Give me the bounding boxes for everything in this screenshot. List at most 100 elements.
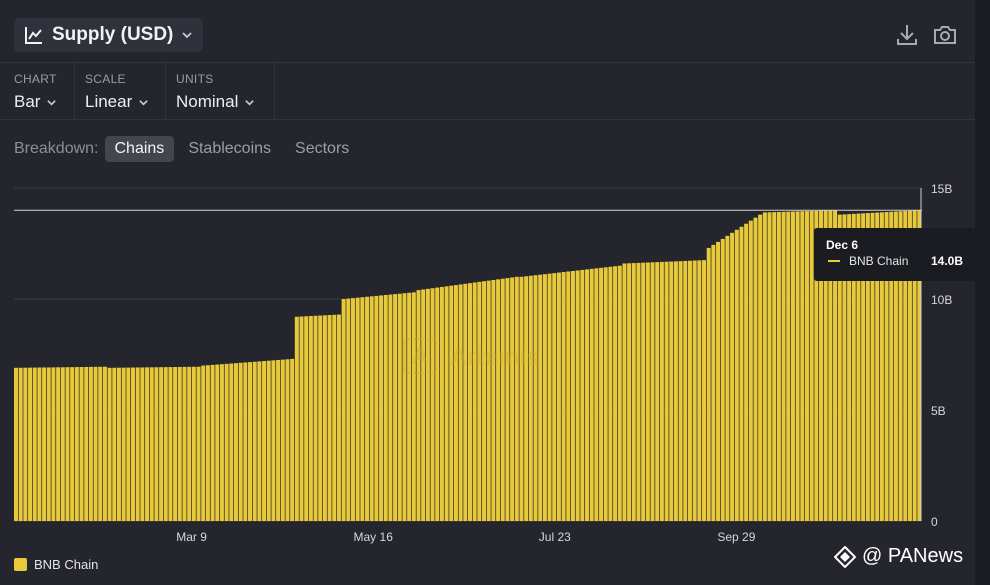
bar[interactable]	[599, 267, 604, 521]
bar[interactable]	[453, 285, 458, 521]
bar[interactable]	[762, 212, 767, 522]
bar[interactable]	[322, 315, 327, 521]
bar[interactable]	[177, 366, 182, 521]
bar[interactable]	[655, 262, 660, 521]
bar[interactable]	[786, 211, 791, 521]
bar[interactable]	[879, 212, 884, 521]
bar[interactable]	[627, 263, 632, 521]
bar[interactable]	[870, 212, 875, 521]
bar[interactable]	[229, 363, 234, 522]
bar[interactable]	[748, 220, 753, 521]
bar[interactable]	[561, 272, 566, 521]
bar[interactable]	[828, 210, 833, 521]
bar[interactable]	[875, 212, 880, 522]
bar[interactable]	[510, 277, 515, 521]
bar[interactable]	[32, 367, 37, 521]
bar[interactable]	[613, 266, 618, 521]
bar[interactable]	[388, 294, 393, 521]
chart-type-dropdown[interactable]: CHART Bar	[0, 63, 75, 119]
bar[interactable]	[865, 213, 870, 521]
bar[interactable]	[168, 367, 173, 521]
bar[interactable]	[603, 267, 608, 521]
bar[interactable]	[70, 367, 75, 521]
bar[interactable]	[313, 315, 318, 521]
bar[interactable]	[327, 315, 332, 521]
bar[interactable]	[159, 367, 164, 521]
bar[interactable]	[519, 276, 524, 521]
bar[interactable]	[37, 367, 42, 521]
bar[interactable]	[435, 287, 440, 521]
bar[interactable]	[74, 367, 79, 521]
bar[interactable]	[505, 278, 510, 521]
bar[interactable]	[205, 365, 210, 521]
bar[interactable]	[739, 226, 744, 521]
bar[interactable]	[528, 275, 533, 521]
bar[interactable]	[697, 260, 702, 521]
bar[interactable]	[393, 294, 398, 521]
bar[interactable]	[804, 211, 809, 521]
bar[interactable]	[140, 367, 145, 521]
bar[interactable]	[383, 295, 388, 521]
bar[interactable]	[369, 296, 374, 521]
bar[interactable]	[767, 212, 772, 521]
bar[interactable]	[664, 261, 669, 521]
bar[interactable]	[912, 210, 917, 521]
bar[interactable]	[645, 262, 650, 522]
bar[interactable]	[93, 366, 98, 521]
bar[interactable]	[145, 367, 150, 521]
bar[interactable]	[112, 367, 117, 521]
bar[interactable]	[468, 283, 472, 521]
bar[interactable]	[500, 278, 505, 521]
bar[interactable]	[744, 223, 749, 521]
tab-stablecoins[interactable]: Stablecoins	[188, 140, 272, 157]
bar[interactable]	[332, 314, 337, 521]
bar[interactable]	[252, 361, 257, 521]
bar[interactable]	[720, 238, 725, 522]
bar[interactable]	[135, 367, 140, 521]
bar[interactable]	[795, 211, 800, 521]
bar[interactable]	[683, 260, 688, 521]
bar[interactable]	[126, 367, 131, 521]
bar[interactable]	[56, 367, 61, 521]
bar[interactable]	[847, 214, 852, 521]
bar[interactable]	[800, 211, 805, 522]
bar[interactable]	[753, 217, 758, 522]
bar[interactable]	[552, 273, 557, 521]
bar[interactable]	[42, 367, 47, 521]
bar[interactable]	[580, 269, 585, 521]
bar[interactable]	[280, 359, 285, 521]
bar[interactable]	[486, 280, 491, 521]
bar[interactable]	[842, 214, 847, 521]
bar[interactable]	[341, 299, 346, 521]
bar[interactable]	[262, 361, 267, 521]
bar[interactable]	[350, 298, 355, 521]
bar[interactable]	[374, 295, 379, 521]
bar[interactable]	[706, 247, 711, 521]
bar[interactable]	[734, 229, 739, 521]
bar[interactable]	[107, 367, 112, 521]
bar[interactable]	[556, 272, 561, 521]
bar[interactable]	[833, 210, 838, 521]
bar[interactable]	[711, 244, 716, 521]
bar[interactable]	[851, 213, 856, 522]
legend[interactable]: BNB Chain	[14, 557, 98, 572]
bar[interactable]	[243, 362, 248, 521]
bar[interactable]	[196, 366, 201, 521]
bar[interactable]	[271, 360, 276, 521]
bar[interactable]	[173, 367, 178, 521]
bar[interactable]	[673, 261, 678, 521]
bar[interactable]	[102, 366, 107, 521]
bar[interactable]	[566, 271, 571, 521]
bar[interactable]	[823, 210, 828, 522]
bar[interactable]	[542, 274, 547, 521]
bar[interactable]	[365, 296, 370, 521]
bar[interactable]	[430, 288, 435, 521]
bar[interactable]	[725, 235, 730, 521]
bar[interactable]	[257, 361, 262, 521]
bar[interactable]	[889, 211, 894, 521]
download-icon[interactable]	[894, 22, 920, 48]
bar[interactable]	[903, 210, 908, 522]
tab-sectors[interactable]: Sectors	[295, 140, 350, 157]
camera-icon[interactable]	[932, 22, 958, 48]
bar[interactable]	[636, 262, 641, 521]
